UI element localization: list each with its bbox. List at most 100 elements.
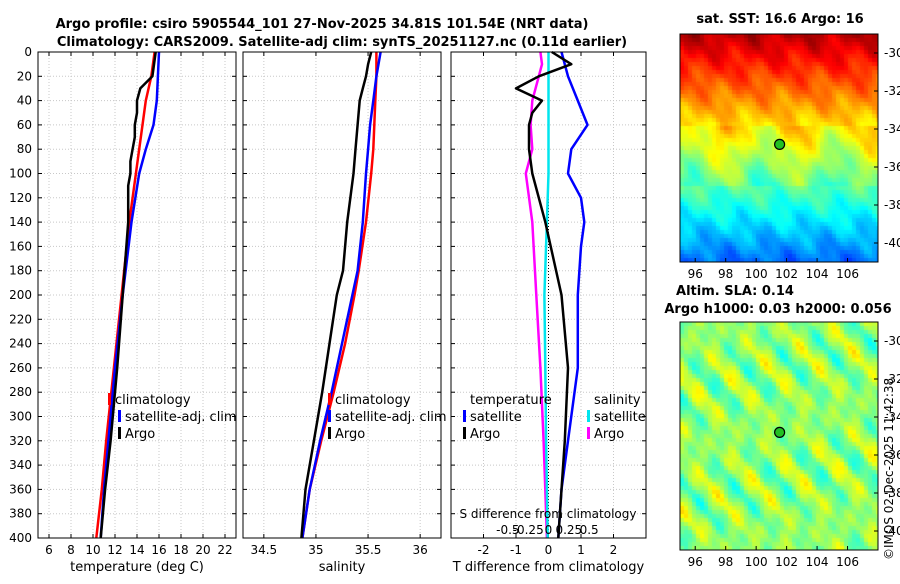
x-tick-label: 8: [67, 543, 75, 557]
series-argo-line: [300, 51, 373, 539]
temperature-panel: 6 8 10 12 14 16 18 20 22020406080100120140160180…: [9, 45, 237, 575]
x-tick-label: 96: [688, 267, 703, 281]
x-tick-label: 104: [806, 555, 829, 569]
x-tick-label: 2: [610, 543, 618, 557]
x-tick-label: 12: [107, 543, 122, 557]
legend-climatology-swatch: [108, 393, 111, 405]
x-tick-label: 1: [577, 543, 585, 557]
series-satellite-line: [99, 51, 161, 539]
x-tick-label: 14: [129, 543, 144, 557]
y-tick-label: -40: [884, 524, 900, 538]
legend-climatology-swatch: [328, 393, 331, 405]
sla-map-panel: Altim. SLA: 0.14 Argo h1000: 0.03 h2000: …: [664, 284, 900, 569]
x-tick-label: 36: [413, 543, 428, 557]
x-tick-label: -2: [478, 543, 490, 557]
y-tick-label: -40: [884, 236, 900, 250]
legend-s-argo-label: Argo: [594, 427, 624, 442]
sst-map-title: sat. SST: 16.6 Argo: 16: [696, 12, 863, 27]
legend-s-satellite-swatch: [587, 410, 590, 422]
x-tick-label: 20: [195, 543, 210, 557]
y-tick-label: 280: [9, 385, 32, 399]
legend-argo-swatch: [118, 427, 121, 439]
y-tick-label: 400: [9, 531, 32, 545]
x-tick-label: 102: [775, 555, 798, 569]
x-tick-label: 104: [806, 267, 829, 281]
x-tick-label: 0: [545, 543, 553, 557]
y-tick-label: -32: [884, 372, 900, 386]
y-tick-label: 360: [9, 482, 32, 496]
y-tick-label: -30: [884, 334, 900, 348]
difference-panel: -2 -1 0 1 2 T difference from climatology S di…: [450, 50, 647, 575]
y-tick-label: 240: [9, 337, 32, 351]
legend-salinity-header: salinity: [594, 393, 641, 408]
series-satellite-line: [301, 51, 382, 539]
y-tick-label: 80: [17, 142, 32, 156]
axes-frame: [37, 51, 237, 539]
x-tick-label: 22: [217, 543, 232, 557]
y-tick-label: 140: [9, 215, 32, 229]
legend-climatology-label: climatology: [115, 393, 191, 408]
y-tick-label: -36: [884, 160, 900, 174]
x-axis-label: T difference from climatology: [452, 560, 645, 575]
sst-map-panel: sat. SST: 16.6 Argo: 16 96 98 100 102 104 106 -…: [679, 12, 900, 281]
s-tick-label: -0.25: [513, 523, 544, 537]
legend-t-argo-swatch: [463, 427, 466, 439]
axes-frame: [679, 321, 879, 551]
y-tick-label: 180: [9, 264, 32, 278]
legend-climatology-label: climatology: [335, 393, 411, 408]
s-tick-label: 0.25: [555, 523, 582, 537]
title-line-1: Argo profile: csiro 5905544_101 27-Nov-2…: [56, 17, 589, 32]
series-s-satellite-line: [543, 52, 550, 539]
axes-frame: [242, 51, 442, 539]
s-tick-label: 0.5: [580, 523, 599, 537]
y-tick-label: 160: [9, 239, 32, 253]
y-tick-label: 20: [17, 69, 32, 83]
legend-s-argo-swatch: [587, 427, 590, 439]
y-tick-label: -34: [884, 122, 900, 136]
x-tick-label: 106: [836, 267, 859, 281]
y-tick-label: -32: [884, 84, 900, 98]
y-tick-label: 220: [9, 312, 32, 326]
x-tick-label: 18: [173, 543, 188, 557]
legend-s-satellite-label: satellite: [594, 410, 646, 425]
sla-map-title-2: Argo h1000: 0.03 h2000: 0.056: [664, 302, 891, 317]
y-tick-label: 340: [9, 458, 32, 472]
x-axis-label: temperature (deg C): [70, 560, 204, 575]
legend-satellite-label: satellite-adj. clim: [125, 410, 237, 425]
y-tick-label: 100: [9, 167, 32, 181]
legend-t-argo-label: Argo: [470, 427, 500, 442]
argo-position-marker: [774, 426, 786, 438]
y-tick-label: 200: [9, 288, 32, 302]
legend-argo-swatch: [328, 427, 331, 439]
y-tick-label: -38: [884, 486, 900, 500]
y-tick-label: -36: [884, 448, 900, 462]
s-tick-label: -0.5: [496, 523, 519, 537]
title-line-2: Climatology: CARS2009. Satellite-adj cli…: [57, 35, 627, 50]
timestamp-stamp: ©IMOS 02-Dec-2025 11:42:38: [882, 378, 896, 560]
legend-argo-label: Argo: [335, 427, 365, 442]
x-tick-label: 35.5: [355, 543, 382, 557]
x-tick-label: 35: [308, 543, 323, 557]
y-tick-label: 60: [17, 118, 32, 132]
x-tick-label: 102: [775, 267, 798, 281]
x-tick-label: 16: [151, 543, 166, 557]
s-tick-label: 0: [545, 523, 553, 537]
axes-frame: [450, 51, 647, 539]
legend-t-satellite-label: satellite: [470, 410, 522, 425]
series-t-satellite-line: [557, 51, 589, 539]
y-tick-label: 260: [9, 361, 32, 375]
legend-temperature-header: temperature: [470, 393, 552, 408]
legend-satellite-swatch: [118, 410, 121, 422]
y-tick-label: 320: [9, 434, 32, 448]
y-tick-label: 40: [17, 94, 32, 108]
x-tick-label: 98: [718, 555, 733, 569]
x-tick-label: 100: [745, 267, 768, 281]
x-tick-label: 98: [718, 267, 733, 281]
series-t-argo-line: [514, 50, 573, 539]
x-tick-label: 96: [688, 555, 703, 569]
x-axis-label: salinity: [319, 560, 366, 575]
argo-position-marker: [774, 138, 786, 150]
y-tick-label: 380: [9, 507, 32, 521]
x-tick-label: 100: [745, 555, 768, 569]
